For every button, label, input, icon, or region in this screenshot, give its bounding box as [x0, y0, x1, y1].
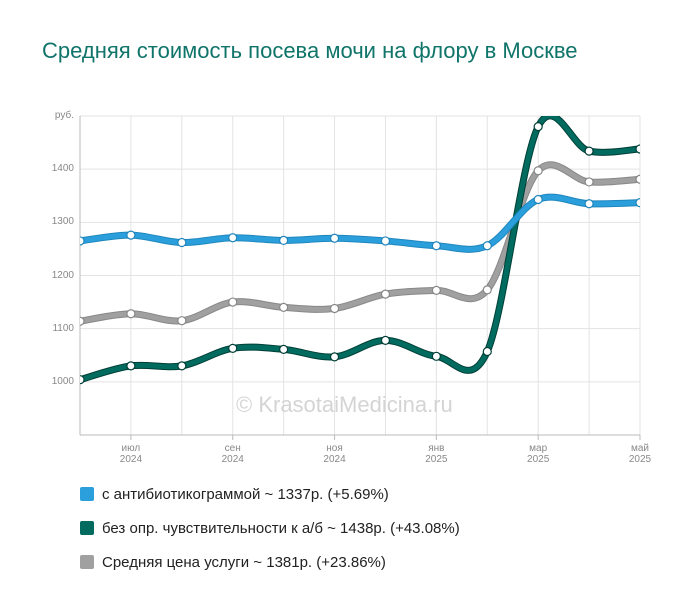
point: [482, 285, 492, 295]
chart-title: Средняя стоимость посева мочи на флору в…: [42, 38, 578, 63]
point: [380, 236, 391, 246]
point: [329, 352, 340, 362]
y-tick-label: 1200: [51, 269, 74, 281]
line: [80, 194, 640, 252]
point: [177, 237, 187, 248]
legend-item: с антибиотикограммой ~ 1337р. (+5.69%): [80, 486, 389, 503]
point: [126, 309, 136, 319]
legend-label: Средняя цена услуги ~ 1381р. (+23.86%): [102, 554, 386, 571]
legend-swatch: [80, 487, 94, 501]
x-tick-label: янв 2025: [425, 443, 448, 465]
legend-label: без опр. чувствительности к а/б ~ 1438р.…: [102, 520, 460, 537]
point: [279, 302, 289, 312]
point: [482, 241, 492, 251]
legend-swatch: [80, 521, 94, 535]
point: [228, 233, 238, 243]
y-tick-label: 1400: [51, 163, 74, 175]
point: [126, 230, 136, 240]
point: [431, 351, 441, 361]
point: [533, 122, 543, 132]
legend-item: без опр. чувствительности к а/б ~ 1438р.…: [80, 520, 460, 537]
point: [533, 166, 543, 176]
legend-swatch: [80, 555, 94, 569]
point: [279, 344, 289, 355]
point: [228, 343, 238, 353]
point: [329, 233, 340, 243]
point: [533, 194, 543, 205]
point: [380, 289, 391, 299]
point: [635, 144, 640, 154]
x-tick-label: июл 2024: [119, 443, 143, 465]
y-tick-label: 1100: [52, 322, 74, 334]
point: [80, 236, 85, 246]
line-outline: [80, 116, 640, 384]
x-tick-label: сен 2024: [221, 443, 244, 465]
point: [380, 335, 391, 345]
point: [329, 303, 340, 314]
point: [584, 177, 594, 187]
point: [635, 174, 640, 184]
point: [635, 198, 640, 208]
point: [228, 297, 238, 307]
legend-item: Средняя цена услуги ~ 1381р. (+23.86%): [80, 554, 386, 571]
point: [177, 361, 187, 371]
point: [584, 146, 594, 156]
y-tick-label: 1300: [51, 216, 74, 228]
point: [80, 375, 85, 385]
point: [431, 285, 441, 295]
point: [584, 199, 594, 209]
point: [482, 346, 492, 357]
x-tick-label: ноя 2024: [323, 443, 346, 465]
watermark: © KrasotaiMedicina.ru: [236, 392, 453, 417]
point: [177, 316, 187, 326]
plot: [80, 116, 640, 385]
y-tick-label: 1000: [51, 375, 74, 387]
point: [431, 241, 441, 251]
legend-label: с антибиотикограммой ~ 1337р. (+5.69%): [102, 486, 389, 503]
point: [126, 361, 136, 371]
x-tick-label: мар 2025: [527, 443, 550, 465]
y-tick-label: руб.: [54, 110, 74, 121]
point: [279, 235, 289, 246]
x-tick-label: май 2025: [628, 443, 652, 465]
line: [80, 116, 640, 383]
point: [80, 316, 85, 326]
